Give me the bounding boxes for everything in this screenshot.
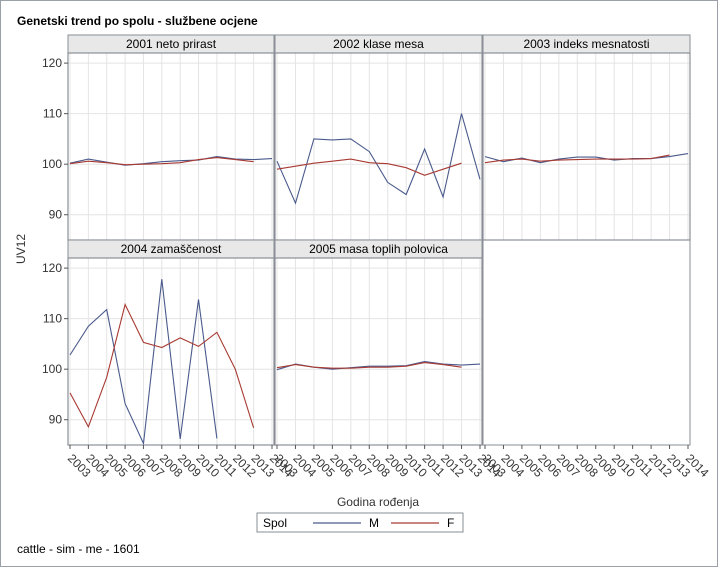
series-line-F xyxy=(484,154,670,164)
y-tick-label: 120 xyxy=(42,56,62,70)
legend-title: Spol xyxy=(263,516,287,530)
series-line-M xyxy=(69,156,273,166)
y-axis-label: UV12 xyxy=(14,234,28,264)
panel-cell-frame xyxy=(274,34,483,241)
plot-frame xyxy=(67,257,275,446)
panel-title: 2001 neto prirast xyxy=(126,37,217,51)
y-tick-label: 110 xyxy=(43,107,62,121)
facet-panel: 2002 klase mesa xyxy=(274,34,483,241)
panel-cell-frame xyxy=(274,239,483,446)
panel-cell-frame xyxy=(482,34,691,241)
legend-label-F: F xyxy=(447,516,454,530)
facet-panel: 2003 indeks mesnatosti xyxy=(482,34,691,241)
panel-title: 2004 zamaščenost xyxy=(121,242,222,256)
legend: Spol M F xyxy=(256,512,464,533)
series-line-M xyxy=(69,279,218,446)
y-tick-label: 110 xyxy=(43,312,62,326)
panel-grid: 2001 neto prirast 2002 klase mesa 2003 ind… xyxy=(42,34,712,480)
facet-panel: 2004 zamaščenost xyxy=(67,239,275,446)
series-line-M xyxy=(276,113,481,205)
panel-cell-frame xyxy=(67,34,275,241)
series-line-F xyxy=(276,158,462,176)
x-axis-label: Godina rođenja xyxy=(337,495,419,509)
plot-frame xyxy=(274,257,483,446)
facet-panel: 2001 neto prirast xyxy=(67,34,275,241)
chart-title: Genetski trend po spolu - službene ocjen… xyxy=(17,14,258,28)
y-tick-label: 90 xyxy=(49,208,63,222)
plot-frame xyxy=(482,52,691,241)
legend-label-M: M xyxy=(369,516,379,530)
panel-title: 2002 klase mesa xyxy=(333,37,424,51)
panel-title: 2003 indeks mesnatosti xyxy=(523,37,649,51)
y-tick-label: 100 xyxy=(42,362,62,376)
series-line-F xyxy=(276,362,462,369)
series-line-F xyxy=(69,302,255,429)
y-tick-label: 100 xyxy=(42,157,62,171)
y-tick-label: 90 xyxy=(49,413,63,427)
panel-cell-frame xyxy=(482,239,691,446)
series-line-F xyxy=(69,157,254,166)
facet-panel: 2005 masa toplih polovica xyxy=(274,239,483,446)
y-tick-label: 120 xyxy=(42,261,62,275)
footnote: cattle - sim - me - 1601 xyxy=(17,542,140,556)
panel-title: 2005 masa toplih polovica xyxy=(309,242,448,256)
